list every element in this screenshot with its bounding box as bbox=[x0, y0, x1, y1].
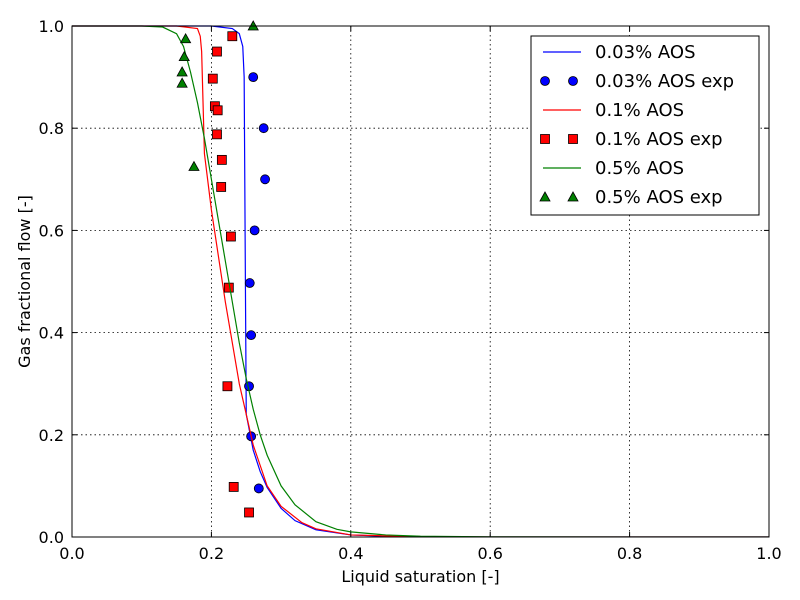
legend-item: 0.03% AOS exp bbox=[540, 71, 734, 92]
legend-swatch-marker bbox=[540, 76, 550, 86]
legend-item: 0.03% AOS bbox=[543, 42, 696, 63]
x-tick-label: 0.4 bbox=[338, 544, 363, 563]
axes-frame bbox=[71, 25, 770, 538]
legend-swatch-marker bbox=[568, 76, 578, 86]
data-point bbox=[179, 32, 192, 44]
y-tick-label: 0.8 bbox=[39, 119, 64, 138]
series-3 bbox=[207, 31, 254, 518]
data-point bbox=[216, 182, 227, 192]
data-point bbox=[244, 507, 254, 518]
data-point bbox=[216, 154, 227, 165]
data-point bbox=[253, 483, 264, 494]
data-point bbox=[222, 381, 233, 392]
legend-swatch-marker bbox=[540, 134, 550, 144]
data-point bbox=[212, 105, 223, 116]
y-tick-label: 1.0 bbox=[39, 17, 64, 36]
legend-label: 0.03% AOS bbox=[595, 42, 696, 63]
legend-item: 0.5% AOS bbox=[543, 158, 684, 179]
y-axis-label: Gas fractional flow [-] bbox=[15, 195, 34, 368]
legend-swatch-marker bbox=[567, 191, 579, 202]
y-tick-label: 0.4 bbox=[39, 324, 64, 343]
axis-ticks: 0.0 0.2 0.4 0.6 0.8 1.0 0.0 0.2 0.4 0.6 0.8 1.0 bbox=[39, 17, 782, 563]
legend-label: 0.5% AOS exp bbox=[595, 187, 723, 208]
legend-label: 0.5% AOS bbox=[595, 158, 684, 179]
legend-label: 0.1% AOS exp bbox=[595, 129, 723, 150]
data-point bbox=[244, 278, 255, 288]
data-point bbox=[228, 482, 239, 492]
series-2 bbox=[72, 25, 769, 537]
legend-box bbox=[530, 35, 760, 216]
x-axis-label: Liquid saturation [-] bbox=[341, 567, 499, 586]
y-tick-label: 0.2 bbox=[39, 426, 64, 445]
data-point bbox=[178, 50, 190, 62]
data-point bbox=[246, 330, 257, 341]
x-tick-label: 0.0 bbox=[59, 544, 84, 563]
x-tick-label: 0.8 bbox=[617, 544, 642, 563]
data-point bbox=[176, 77, 188, 88]
data-point bbox=[226, 231, 236, 242]
legend: 0.03% AOS 0.03% AOS exp 0.1% AOS 0.1% AOS e… bbox=[530, 35, 760, 216]
x-tick-label: 1.0 bbox=[756, 544, 781, 563]
data-point bbox=[227, 31, 238, 42]
x-tick-label: 0.2 bbox=[199, 544, 224, 563]
legend-item: 0.1% AOS bbox=[543, 100, 684, 121]
data-point bbox=[260, 174, 270, 185]
y-tick-label: 0.6 bbox=[39, 221, 64, 240]
legend-label: 0.1% AOS bbox=[595, 100, 684, 121]
legend-item: 0.5% AOS exp bbox=[539, 187, 723, 208]
data-point bbox=[207, 73, 218, 84]
data-point bbox=[188, 160, 200, 171]
data-point bbox=[212, 46, 222, 57]
legend-label: 0.03% AOS exp bbox=[595, 71, 734, 92]
legend-swatch-marker bbox=[539, 191, 551, 202]
x-tick-label: 0.6 bbox=[477, 544, 502, 563]
legend-item: 0.1% AOS exp bbox=[540, 129, 723, 150]
data-point bbox=[258, 123, 269, 134]
series-1 bbox=[244, 72, 270, 494]
data-point bbox=[212, 129, 222, 140]
data-point bbox=[249, 225, 260, 236]
data-point bbox=[248, 72, 259, 82]
series-line bbox=[72, 25, 769, 537]
y-tick-label: 0.0 bbox=[39, 528, 64, 547]
data-point bbox=[176, 66, 188, 77]
legend-swatch-marker bbox=[568, 134, 578, 144]
